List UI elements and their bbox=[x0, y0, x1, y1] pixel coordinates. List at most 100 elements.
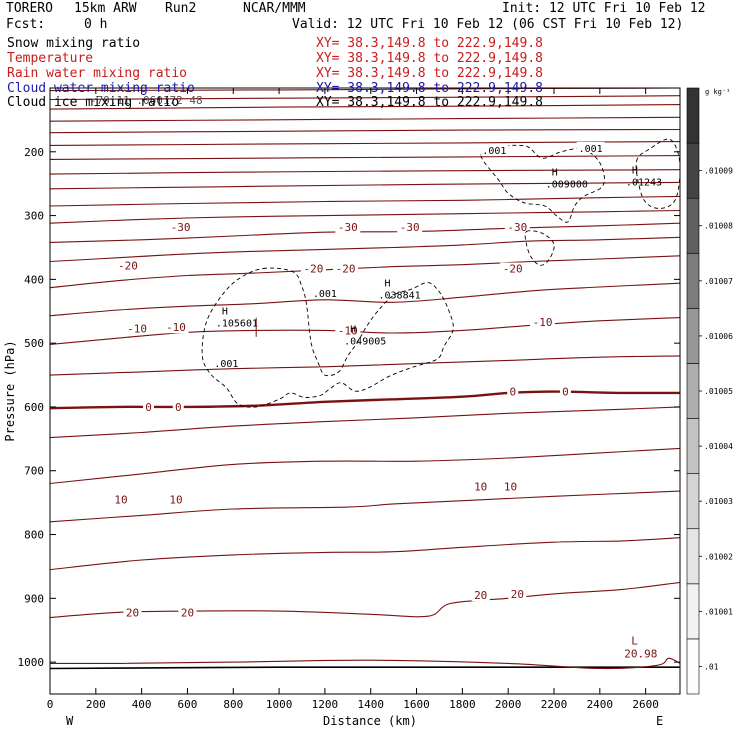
temperature-label-bg-0 bbox=[168, 221, 194, 234]
temperature-label-12: 0 bbox=[145, 401, 152, 414]
temperature-contour-0 bbox=[50, 666, 680, 670]
y-tick-label-7: 900 bbox=[24, 592, 44, 605]
temperature-label-10: -10 bbox=[338, 324, 358, 337]
mixing-contour-far-east-cell bbox=[635, 138, 680, 209]
temperature-label-bg-10 bbox=[335, 324, 361, 337]
temperature-label-bg-12 bbox=[143, 400, 155, 413]
temperature-contour-6 bbox=[50, 406, 680, 439]
mixing-label-bg-2 bbox=[310, 286, 339, 298]
temperature-contour-17 bbox=[50, 169, 680, 175]
mixing-contour-east-cell bbox=[480, 144, 605, 223]
x-tick-label-3: 600 bbox=[178, 698, 198, 711]
field-name-rain: Rain water mixing ratio bbox=[7, 66, 188, 81]
temperature-contour-labels: -30 -30 -30 -30 -20 -20 -20 -20 -10 -10 -10 -10 0 0 0 0… bbox=[112, 221, 571, 619]
forecast-label: Fcst: bbox=[6, 17, 46, 32]
temperature-label-bg-4 bbox=[115, 259, 141, 272]
temperature-label-18: 10 bbox=[474, 481, 487, 494]
x-axis-label: Distance (km) bbox=[323, 714, 417, 728]
temperature-label-13: 0 bbox=[175, 401, 182, 414]
mixing-contour-south-cell bbox=[524, 230, 555, 266]
field-xy-rain: XY= 38.3,149.8 to 222.9,149.8 bbox=[316, 66, 543, 81]
colorbar-band-1 bbox=[686, 583, 700, 640]
temperature-label-5: -20 bbox=[304, 263, 324, 276]
temperature-label-bg-11 bbox=[530, 316, 556, 329]
model-resolution: 15km ARW bbox=[74, 1, 137, 16]
temperature-contour-5 bbox=[50, 447, 680, 485]
field-name-temperature: Temperature bbox=[7, 51, 94, 66]
temperature-label-11: -10 bbox=[533, 316, 553, 329]
colorbar-label-6: .01006 bbox=[704, 332, 733, 341]
temperature-label-15: 0 bbox=[562, 386, 569, 399]
temperature-label-3: -30 bbox=[507, 221, 527, 234]
temperature-label-bg-7 bbox=[500, 262, 526, 275]
field-xy-cloud-water: XY= 38.3,149.8 to 222.9,149.8 bbox=[316, 81, 543, 96]
plot-frame bbox=[49, 87, 681, 695]
temperature-label-0: -30 bbox=[171, 221, 191, 234]
temperature-contour-3 bbox=[50, 537, 680, 571]
x-tick-label-0: 0 bbox=[47, 698, 54, 711]
temperature-label-bg-1 bbox=[335, 221, 361, 234]
high-letter-4: H bbox=[632, 166, 638, 177]
temperature-label-bg-6 bbox=[333, 262, 359, 275]
temperature-label-8: -10 bbox=[127, 322, 147, 335]
x-tick-label-4: 800 bbox=[223, 698, 243, 711]
field-xy-temperature: XY= 38.3,149.8 to 222.9,149.8 bbox=[316, 51, 543, 66]
x-tick-label-11: 2200 bbox=[541, 698, 568, 711]
temperature-label-bg-3 bbox=[504, 221, 530, 234]
temperature-label-bg-22 bbox=[471, 589, 490, 602]
temperature-label-6: -20 bbox=[336, 263, 356, 276]
high-letter-3: H bbox=[552, 167, 558, 178]
temperature-label-bg-2 bbox=[397, 221, 423, 234]
west-label: W bbox=[66, 714, 74, 728]
forecast-hours: 0 h bbox=[84, 17, 108, 32]
mixing-label-0: .001 bbox=[482, 146, 506, 157]
high-value-0: .105601 bbox=[216, 319, 258, 330]
colorbar-band-6 bbox=[686, 308, 700, 364]
temperature-contour-18 bbox=[50, 155, 680, 160]
temperature-contour-10 bbox=[50, 282, 680, 317]
temperature-label-bg-16 bbox=[112, 493, 131, 506]
temperature-contour-4 bbox=[50, 490, 680, 523]
high-value-2: .049005 bbox=[344, 336, 386, 347]
y-tick-label-1: 300 bbox=[24, 210, 44, 223]
x-tick-label-2: 400 bbox=[132, 698, 152, 711]
overlay-readout: -79.11 .060172 48 bbox=[90, 94, 203, 107]
y-tick-label-0: 200 bbox=[24, 146, 44, 159]
colorbar-band-9 bbox=[686, 142, 700, 199]
temperature-contour-14 bbox=[50, 209, 680, 224]
temperature-contour-13 bbox=[50, 222, 680, 243]
temperature-label-bg-21 bbox=[178, 606, 197, 619]
colorbar-band-3 bbox=[686, 473, 700, 530]
temperature-label-1: -30 bbox=[338, 221, 358, 234]
colorbar-unit: g kg⁻¹ bbox=[705, 88, 730, 96]
mixing-label-3: .001 bbox=[214, 359, 238, 370]
colorbar-band-10 bbox=[686, 87, 700, 144]
high-value-3: .009000 bbox=[546, 179, 588, 190]
x-tick-label-10: 2000 bbox=[495, 698, 522, 711]
temperature-label-bg-17 bbox=[167, 493, 185, 506]
temperature-contour-23 bbox=[50, 95, 680, 101]
mixing-label-bg-1 bbox=[576, 141, 605, 153]
colorbar-label-4: .01004 bbox=[704, 442, 733, 451]
mixing-label-bg-3 bbox=[212, 356, 241, 368]
x-tick-label-12: 2400 bbox=[587, 698, 614, 711]
temperature-label-16: 10 bbox=[114, 493, 127, 506]
temperature-label-bg-15 bbox=[559, 385, 571, 398]
high-value-4: .01243 bbox=[626, 178, 662, 189]
field-xy-snow: XY= 38.3,149.8 to 222.9,149.8 bbox=[316, 36, 543, 51]
colorbar-band-2 bbox=[686, 528, 700, 585]
east-label: E bbox=[656, 714, 663, 728]
temperature-label-bg-13 bbox=[172, 400, 184, 413]
valid-time: Valid: 12 UTC Fri 10 Feb 12 (06 CST Fri … bbox=[292, 17, 684, 32]
temperature-label-bg-8 bbox=[124, 322, 150, 335]
temperature-label-19: 10 bbox=[504, 481, 517, 494]
mixing-label-1: .001 bbox=[579, 144, 603, 155]
colorbar-label-2: .01002 bbox=[704, 552, 733, 561]
temperature-label-14: 0 bbox=[509, 386, 516, 399]
temperature-label-23: 20 bbox=[511, 588, 524, 601]
temperature-contour-20 bbox=[50, 128, 680, 134]
temperature-label-bg-9 bbox=[163, 321, 189, 334]
colorbar-band-0 bbox=[686, 638, 700, 695]
temperature-contour-11 bbox=[50, 255, 680, 289]
field-name-cloud-ice: Cloud ice mixing ratio bbox=[7, 95, 180, 110]
